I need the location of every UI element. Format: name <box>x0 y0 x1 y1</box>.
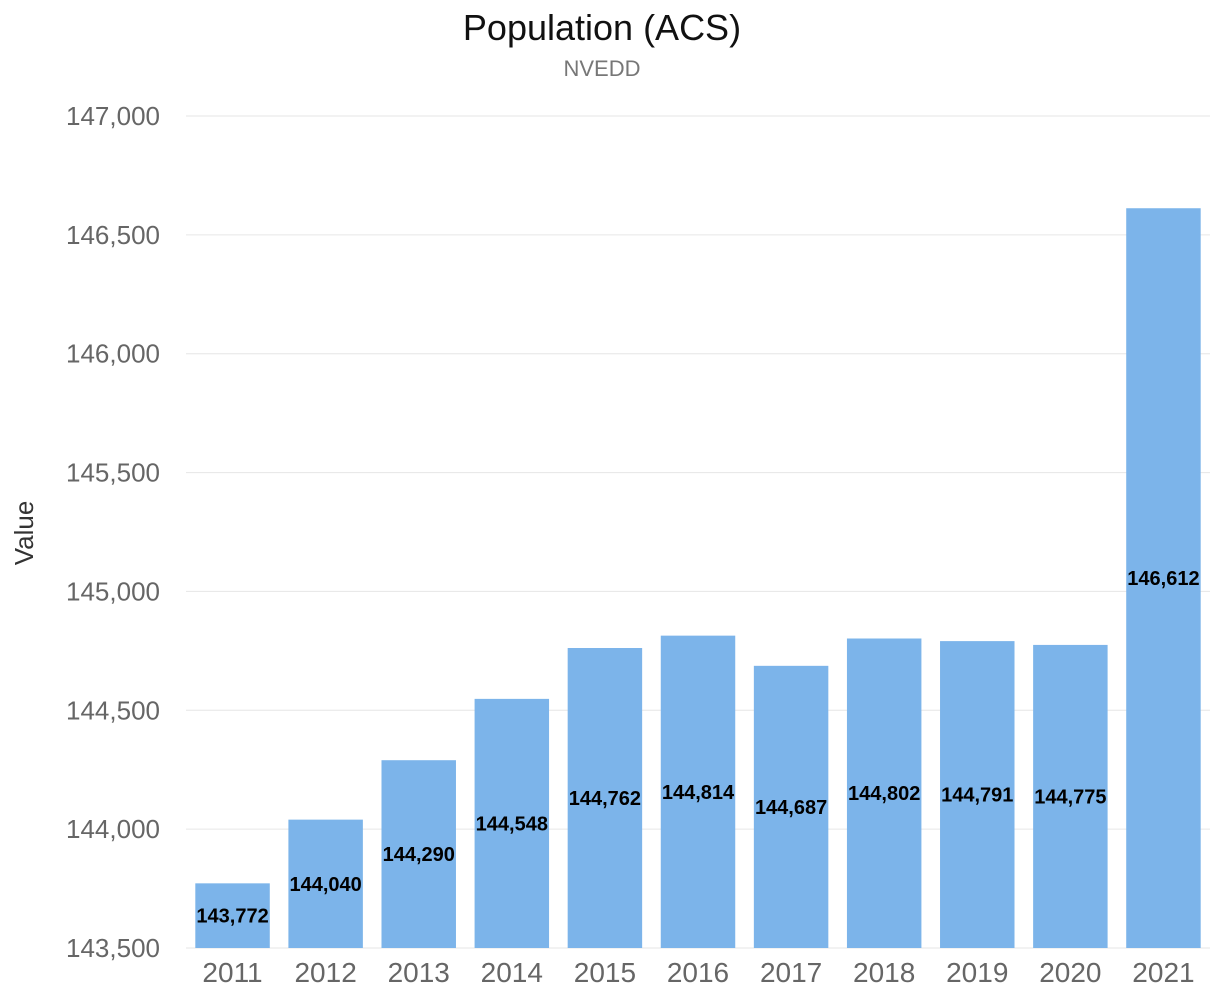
x-tick-label: 2015 <box>574 957 636 988</box>
y-tick-label: 145,500 <box>66 458 160 488</box>
x-axis-ticks: 2011 2012 2013 2014 2015 2016 2017 2018 2019 2020… <box>202 957 1194 988</box>
y-axis-ticks: 143,500 144,000 144,500 145,000 145,500 146,0… <box>66 101 160 963</box>
data-label: 146,612 <box>1127 568 1199 590</box>
x-tick-label: 2011 <box>202 957 262 988</box>
data-label: 144,290 <box>383 844 455 866</box>
y-tick-label: 144,000 <box>66 814 160 844</box>
y-tick-label: 147,000 <box>66 101 160 131</box>
bars <box>195 208 1201 948</box>
x-tick-label: 2014 <box>481 957 543 988</box>
x-tick-label: 2020 <box>1039 957 1101 988</box>
data-labels: 143,772 144,040 144,290 144,548 144,762 144,8… <box>196 568 1199 928</box>
data-label: 144,791 <box>941 785 1013 807</box>
data-label: 144,040 <box>289 874 361 896</box>
bar <box>567 648 643 948</box>
x-tick-label: 2021 <box>1132 957 1194 988</box>
chart-subtitle: NVEDD <box>563 56 640 81</box>
bar <box>195 883 270 948</box>
bar <box>1033 644 1108 948</box>
bar <box>846 638 922 948</box>
x-tick-label: 2013 <box>388 957 450 988</box>
bar <box>474 698 550 948</box>
y-tick-label: 144,500 <box>66 695 160 725</box>
y-tick-label: 143,500 <box>66 933 160 963</box>
bar <box>1126 208 1201 948</box>
chart-title: Population (ACS) <box>463 7 741 48</box>
y-axis-label: Value <box>9 501 39 566</box>
y-tick-label: 146,500 <box>66 220 160 250</box>
data-label: 144,814 <box>662 782 735 804</box>
bar <box>753 665 829 948</box>
bar <box>288 819 363 948</box>
x-tick-label: 2017 <box>760 957 822 988</box>
data-label: 144,802 <box>848 783 920 805</box>
x-tick-label: 2016 <box>667 957 729 988</box>
y-tick-label: 146,000 <box>66 339 160 369</box>
y-tick-label: 145,000 <box>66 576 160 606</box>
bar <box>940 641 1015 948</box>
x-tick-label: 2018 <box>853 957 915 988</box>
data-label: 144,548 <box>476 813 548 835</box>
x-tick-label: 2019 <box>946 957 1008 988</box>
x-tick-label: 2012 <box>294 957 356 988</box>
bar <box>660 635 736 948</box>
data-label: 143,772 <box>196 906 268 928</box>
data-label: 144,775 <box>1034 786 1106 808</box>
data-label: 144,762 <box>569 788 641 810</box>
bar <box>381 760 456 948</box>
data-label: 144,687 <box>755 797 827 819</box>
